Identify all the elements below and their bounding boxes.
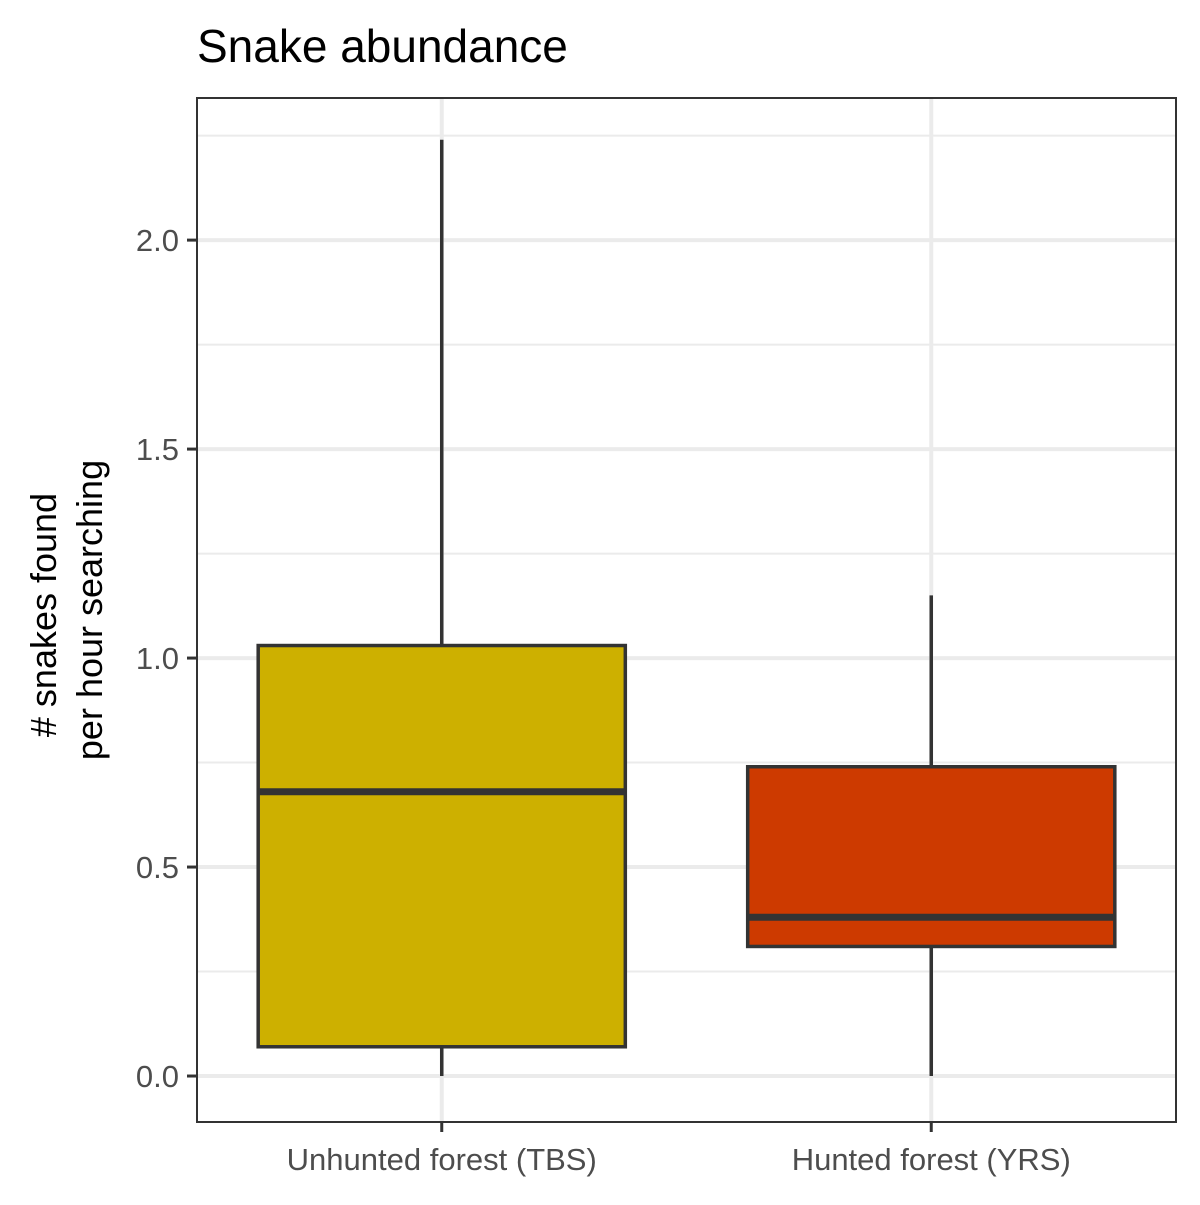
y-tick-label: 1.5 xyxy=(136,432,179,467)
y-axis-title-line-1: # snakes found xyxy=(23,493,64,737)
y-axis-title-line-2: per hour searching xyxy=(69,460,110,760)
box-1 xyxy=(256,139,628,1077)
y-tick-label: 0.5 xyxy=(136,850,179,885)
chart-title: Snake abundance xyxy=(197,20,568,72)
box-body xyxy=(256,643,628,1049)
x-tick-label: Unhunted forest (TBS) xyxy=(287,1142,597,1177)
y-tick-label: 2.0 xyxy=(136,223,179,258)
panel-border xyxy=(196,97,1177,1123)
y-tick-label: 0.0 xyxy=(136,1059,179,1094)
box-series xyxy=(256,139,1117,1077)
y-tick-label: 1.0 xyxy=(136,641,179,676)
box-2 xyxy=(745,595,1117,1077)
x-tick-label: Hunted forest (YRS) xyxy=(792,1142,1071,1177)
y-axis-title: # snakes found per hour searching xyxy=(23,460,110,760)
axis-ticks: 0.0 0.5 1.0 1.5 2.0 Unhunted forest (TBS) Hunt… xyxy=(136,223,1071,1177)
